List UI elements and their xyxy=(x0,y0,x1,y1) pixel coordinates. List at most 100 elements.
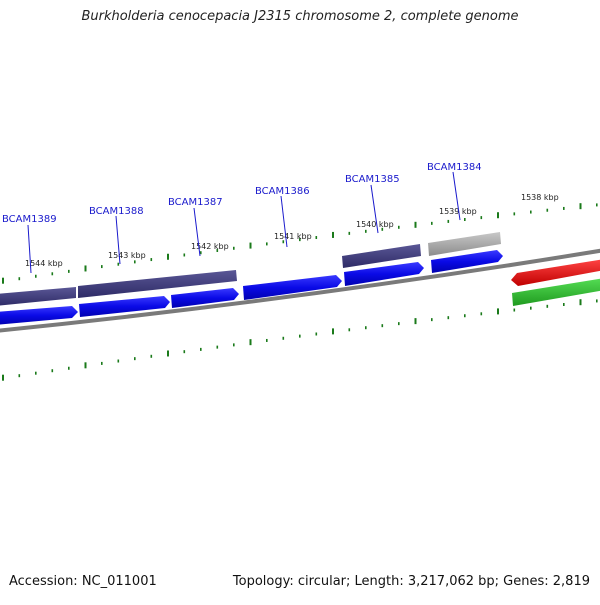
gene-leader-line xyxy=(452,171,461,221)
kbp-scale: 1544 kbp 1543 kbp 1542 kbp 1541 kbp 1540… xyxy=(25,193,559,268)
gene-bar[interactable] xyxy=(0,287,76,306)
cds-arrow-red[interactable] xyxy=(511,259,600,286)
minor-tick xyxy=(464,217,466,221)
minor-tick xyxy=(381,324,384,328)
major-tick xyxy=(84,362,87,369)
minor-tick xyxy=(18,374,21,378)
cds-arrow[interactable] xyxy=(243,275,342,300)
minor-tick xyxy=(464,314,466,318)
accession-text: Accession: NC_011001 xyxy=(9,574,157,589)
minor-tick xyxy=(431,318,433,322)
gene-label-bcam1389[interactable]: BCAM1389 xyxy=(2,214,57,225)
minor-tick xyxy=(117,359,120,363)
minor-tick xyxy=(117,262,120,266)
minor-tick xyxy=(101,361,103,365)
gene-name-labels: BCAM1389 BCAM1388 BCAM1387 BCAM1386 BCAM… xyxy=(2,162,482,225)
minor-tick xyxy=(282,240,285,244)
map-title: Burkholderia cenocepacia J2315 chromosom… xyxy=(81,9,519,24)
minor-tick xyxy=(513,308,516,312)
major-tick xyxy=(2,374,4,381)
kbp-label: 1539 kbp xyxy=(439,207,477,216)
major-tick xyxy=(249,242,252,249)
minor-tick xyxy=(282,336,285,340)
lower-tick-ring xyxy=(2,299,598,381)
cds-arrow[interactable] xyxy=(344,262,424,286)
minor-tick xyxy=(200,251,202,255)
minor-tick xyxy=(183,253,186,257)
minor-tick xyxy=(546,304,549,308)
cds-arrow-green[interactable] xyxy=(512,278,600,306)
gene-label-bcam1387[interactable]: BCAM1387 xyxy=(168,197,223,208)
minor-tick xyxy=(365,326,367,330)
gene-bar[interactable] xyxy=(428,232,501,256)
major-tick xyxy=(579,299,582,306)
major-tick xyxy=(497,308,499,315)
major-tick xyxy=(249,339,252,346)
major-tick xyxy=(332,328,334,335)
minor-tick xyxy=(530,306,532,310)
minor-tick xyxy=(18,277,21,281)
minor-tick xyxy=(134,357,136,361)
gene-bar[interactable] xyxy=(78,270,237,298)
cds-arrows xyxy=(0,250,600,325)
minor-tick xyxy=(183,350,186,354)
cds-arrow[interactable] xyxy=(79,296,170,317)
cds-arrow[interactable] xyxy=(171,288,239,308)
minor-tick xyxy=(348,328,351,332)
major-tick xyxy=(332,231,334,238)
minor-tick xyxy=(546,208,549,212)
gene-leader-line xyxy=(370,184,379,234)
minor-tick xyxy=(365,229,367,233)
minor-tick xyxy=(398,225,400,229)
gene-leader-line xyxy=(280,195,288,248)
gene-bars xyxy=(0,232,501,306)
minor-tick xyxy=(68,366,70,370)
kbp-label: 1540 kbp xyxy=(356,220,394,229)
major-tick xyxy=(2,277,4,284)
minor-tick xyxy=(480,312,483,316)
minor-tick xyxy=(513,212,516,216)
minor-tick xyxy=(381,227,384,231)
cds-arrow[interactable] xyxy=(431,250,503,273)
kbp-label: 1543 kbp xyxy=(108,251,146,260)
minor-tick xyxy=(398,322,400,326)
minor-tick xyxy=(35,274,37,278)
minor-tick xyxy=(200,347,202,351)
minor-tick xyxy=(266,338,268,342)
major-tick xyxy=(167,253,169,260)
minor-tick xyxy=(348,231,351,235)
major-tick xyxy=(167,350,169,357)
major-tick xyxy=(414,221,417,228)
kbp-label: 1542 kbp xyxy=(191,242,229,251)
kbp-label: 1544 kbp xyxy=(25,259,63,268)
cds-arrow[interactable] xyxy=(0,306,78,325)
minor-tick xyxy=(530,210,532,214)
kbp-label: 1541 kbp xyxy=(274,232,312,241)
major-tick xyxy=(84,265,87,272)
minor-tick xyxy=(299,238,301,242)
minor-tick xyxy=(150,354,153,358)
minor-tick xyxy=(68,269,70,273)
gene-label-bcam1384[interactable]: BCAM1384 xyxy=(427,162,482,173)
gene-bar[interactable] xyxy=(342,244,421,268)
minor-tick xyxy=(51,369,54,373)
minor-tick xyxy=(563,206,565,210)
gene-label-bcam1386[interactable]: BCAM1386 xyxy=(255,186,310,197)
gene-leader-line xyxy=(115,215,121,265)
minor-tick xyxy=(216,248,219,252)
minor-tick xyxy=(431,221,433,225)
upper-tick-ring xyxy=(2,203,598,284)
minor-tick xyxy=(315,236,318,240)
gene-label-bcam1388[interactable]: BCAM1388 xyxy=(89,206,144,217)
kbp-label: 1538 kbp xyxy=(521,193,559,202)
minor-tick xyxy=(150,258,153,262)
gene-leader-line xyxy=(27,224,32,274)
minor-tick xyxy=(563,302,565,306)
major-tick xyxy=(414,318,417,325)
gene-label-bcam1385[interactable]: BCAM1385 xyxy=(345,174,400,185)
gene-leader-line xyxy=(193,207,201,257)
minor-tick xyxy=(233,246,235,250)
minor-tick xyxy=(266,242,268,246)
gene-labels xyxy=(27,171,461,274)
